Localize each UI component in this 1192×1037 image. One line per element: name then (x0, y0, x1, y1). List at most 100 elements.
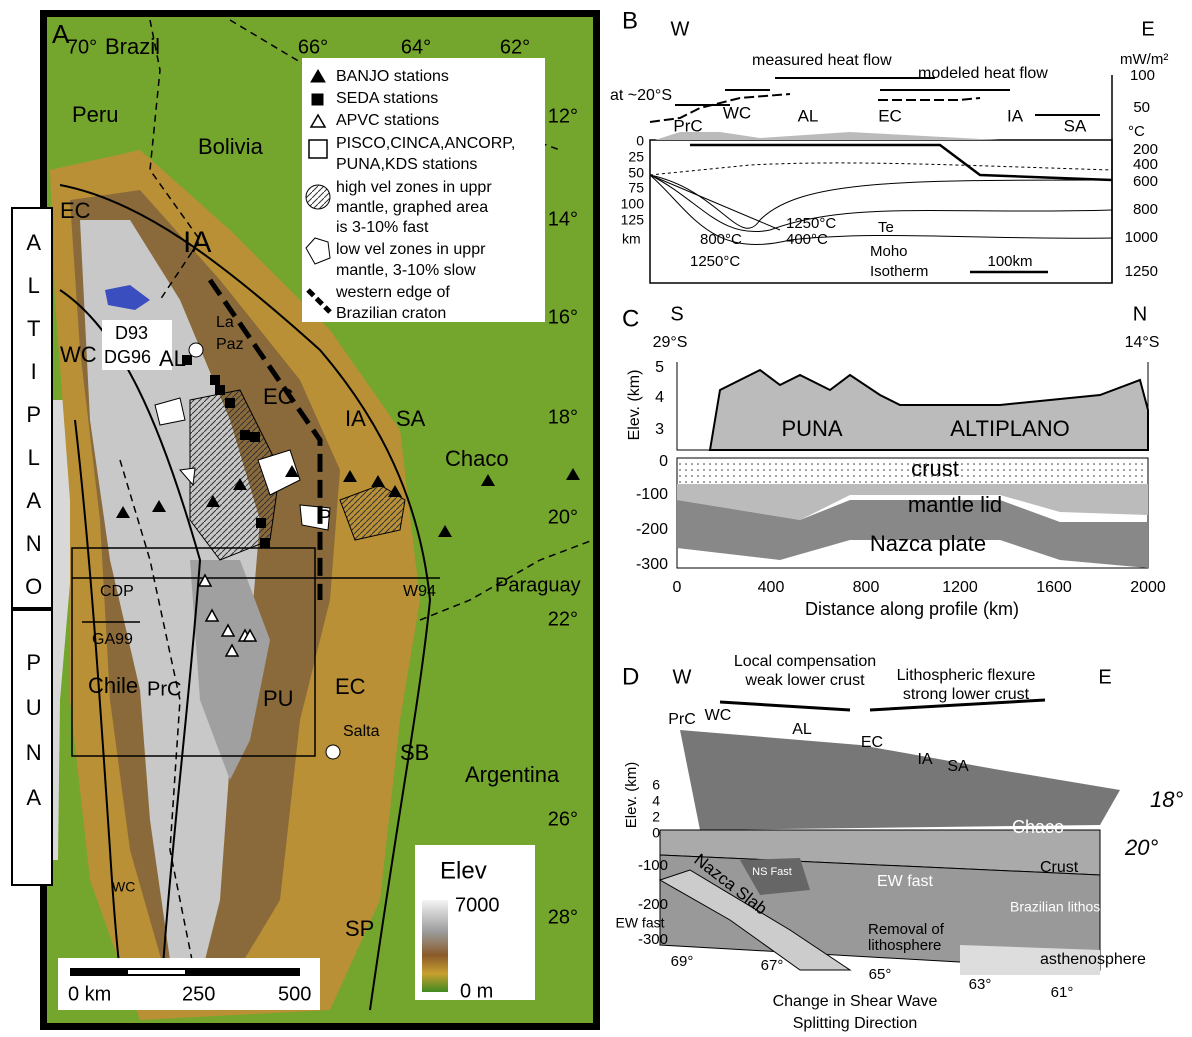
map-a (12, 10, 600, 1030)
heat-ticks: 50 (1133, 99, 1150, 116)
places: WC (112, 879, 135, 895)
latitudes: 16° (548, 306, 578, 328)
places: D93 (115, 323, 148, 343)
latitudes: 14° (548, 208, 578, 230)
removal: lithosphere (868, 937, 941, 954)
provinces: PrC (673, 116, 702, 135)
places: Salta (343, 723, 380, 740)
temp-ticks: 600 (1133, 173, 1158, 190)
isotherms: 1250°C (786, 215, 836, 232)
provinces: SA (947, 758, 969, 775)
latitude: at ~20°S (610, 87, 672, 104)
provinces: SA (1064, 116, 1087, 135)
legend: mantle, graphed area (336, 199, 488, 216)
places: Peru (72, 102, 118, 127)
places: IA (345, 406, 366, 431)
west: W (673, 666, 692, 688)
places: La (216, 314, 234, 331)
provinces: AL (798, 106, 819, 125)
legend: PISCO,CINCA,ANCORP, (336, 135, 515, 152)
distance-ticks: 800 (853, 579, 880, 596)
heat-ticks: 100 (1130, 67, 1155, 84)
depth-ticks: -200 (636, 521, 668, 538)
places: EC (335, 674, 366, 699)
distance-ticks: 400 (758, 579, 785, 596)
depth-ticks: 50 (628, 165, 644, 181)
legend: high vel zones in uppr (336, 179, 492, 196)
figure: A70°66°64°62°12°14°16°18°20°22°26°28°Bra… (0, 0, 1192, 1037)
elev-ticks: 4 (655, 389, 664, 406)
measured: measured heat flow (752, 52, 892, 69)
depth-ticks: 0 (659, 453, 668, 470)
local: weak lower crust (744, 672, 865, 689)
key: Isotherm (870, 263, 928, 280)
local: Local compensation (734, 653, 876, 670)
features: Brazilian lithosphere (1010, 899, 1136, 915)
regions: ALTIPLANO (950, 416, 1069, 441)
isotherms: 800°C (700, 231, 742, 248)
temp-ticks: 1250 (1125, 263, 1158, 280)
label: D (622, 663, 639, 690)
provinces: WC (705, 707, 732, 724)
temp-ticks: 1000 (1125, 229, 1158, 246)
places: PU (263, 686, 294, 711)
scale: 250 (182, 983, 215, 1005)
longitudes: 61° (1051, 984, 1074, 1001)
depth-ticks: 0 (636, 133, 644, 149)
depth-ticks: 125 (621, 212, 645, 228)
latitudes: 28° (548, 906, 578, 928)
places: W94 (403, 583, 436, 600)
places: Paz (216, 336, 244, 353)
depth-ticks: 25 (628, 149, 644, 165)
removal: Removal of (868, 921, 945, 938)
elev-ticks: 6 (652, 777, 660, 793)
latitudes: 20° (1124, 835, 1158, 860)
places: DG96 (104, 347, 151, 367)
places: WC (60, 342, 97, 367)
places: GA99 (92, 631, 133, 648)
distance-ticks: 1600 (1036, 579, 1072, 596)
longitudes: 63° (969, 976, 992, 993)
longitudes: 67° (761, 957, 784, 974)
latitudes: 22° (548, 608, 578, 630)
legend: mantle, 3-10% slow (336, 262, 476, 279)
isotherms: 400°C (786, 231, 828, 248)
depth-ticks: -100 (638, 857, 668, 874)
provinces: EC (861, 734, 883, 751)
features: Chaco (1012, 817, 1064, 837)
layers: Nazca plate (870, 531, 986, 556)
longitudes: 66° (298, 36, 328, 58)
places: SP (345, 916, 374, 941)
distance-ticks: 0 (673, 579, 682, 596)
splitting: Splitting Direction (793, 1015, 918, 1032)
elev-title: Elev. (km) (623, 762, 640, 828)
latitudes: 18° (1150, 787, 1183, 812)
places: AL (159, 346, 186, 371)
elev-ticks: 0 (652, 825, 660, 841)
longitudes: 69° (671, 953, 694, 970)
depth-ticks: -200 (638, 896, 668, 913)
latitudes: 26° (548, 808, 578, 830)
depth-ticks: 75 (628, 180, 644, 196)
places: Argentina (465, 762, 560, 787)
modeled: modeled heat flow (918, 65, 1048, 82)
side-labels: PUNA (21, 650, 46, 830)
label: B (622, 7, 638, 34)
places: Chile (88, 673, 138, 698)
latitudes: 20° (548, 506, 578, 528)
east: E (1098, 666, 1111, 688)
legend: PUNA,KDS stations (336, 156, 477, 173)
places: P (318, 506, 331, 528)
key: Moho (870, 243, 908, 260)
south-lat: 29°S (653, 334, 688, 351)
depth-ticks: 100 (621, 196, 645, 212)
legend: BANJO stations (336, 68, 449, 85)
places: SA (396, 406, 426, 431)
temp-unit: °C (1128, 123, 1145, 140)
depth-unit: km (622, 231, 641, 247)
legend: APVC stations (336, 112, 439, 129)
provinces: IA (917, 751, 932, 768)
temp-ticks: 400 (1133, 156, 1158, 173)
min: 0 m (460, 980, 493, 1002)
latitudes: 12° (548, 105, 578, 127)
